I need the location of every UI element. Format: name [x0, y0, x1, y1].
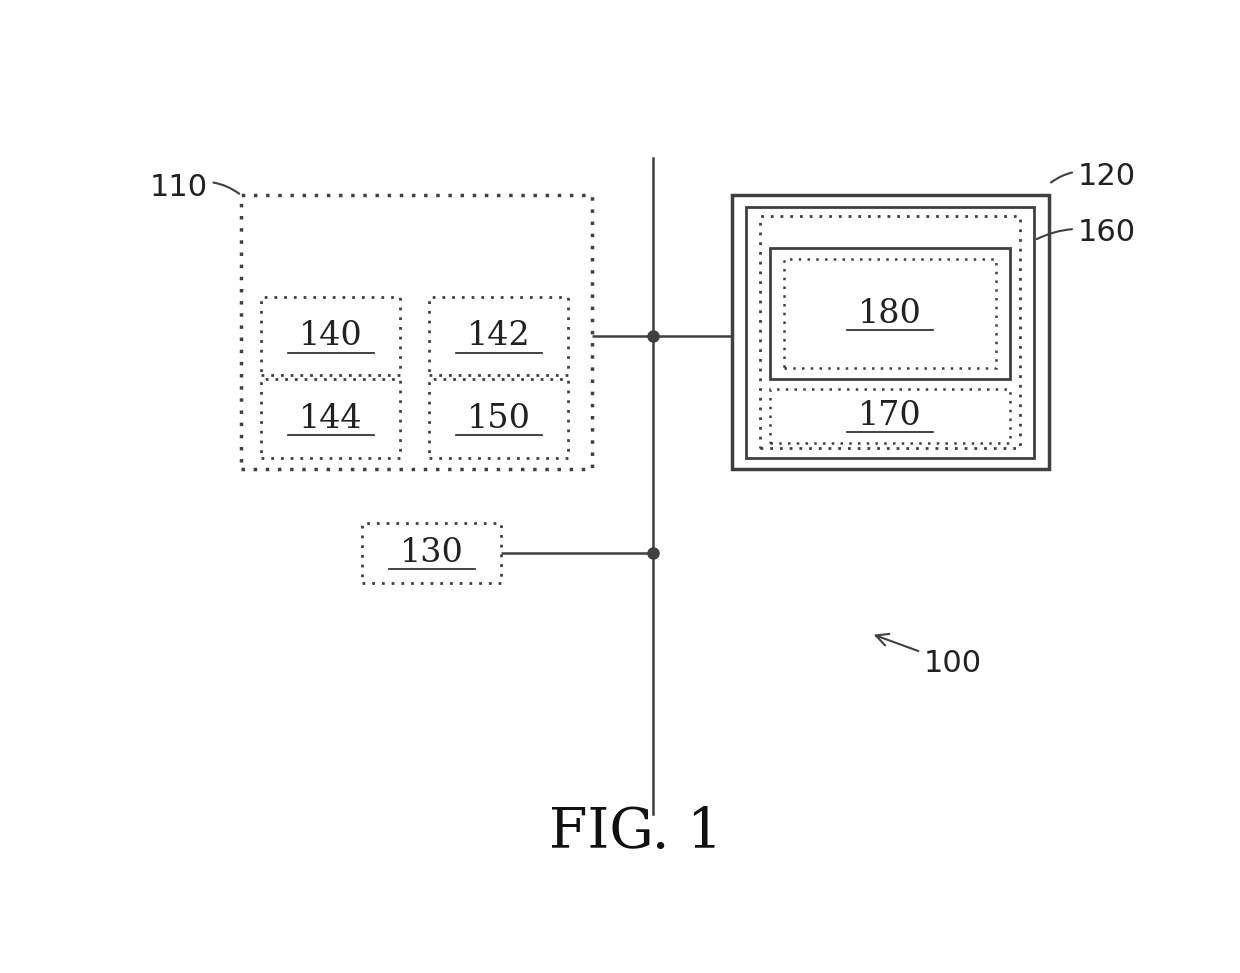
- Text: FIG. 1: FIG. 1: [549, 805, 722, 859]
- Bar: [770, 248, 1011, 378]
- Bar: [362, 523, 501, 583]
- Text: 120: 120: [1052, 162, 1136, 192]
- Text: 160: 160: [1037, 218, 1136, 247]
- Text: 110: 110: [150, 173, 239, 202]
- Text: 100: 100: [875, 634, 982, 678]
- Bar: [429, 297, 568, 376]
- Text: 180: 180: [858, 298, 923, 330]
- Text: 150: 150: [467, 403, 531, 435]
- Bar: [760, 216, 1019, 448]
- Text: 130: 130: [399, 537, 464, 569]
- Bar: [770, 389, 1011, 443]
- Bar: [785, 259, 996, 368]
- Bar: [260, 297, 401, 376]
- Text: 144: 144: [299, 403, 362, 435]
- Bar: [429, 378, 568, 457]
- Text: 170: 170: [858, 400, 923, 432]
- Text: 142: 142: [467, 320, 531, 352]
- Bar: [746, 206, 1034, 457]
- Bar: [242, 196, 593, 469]
- Text: 140: 140: [299, 320, 363, 352]
- Bar: [260, 378, 401, 457]
- Bar: [732, 196, 1049, 469]
